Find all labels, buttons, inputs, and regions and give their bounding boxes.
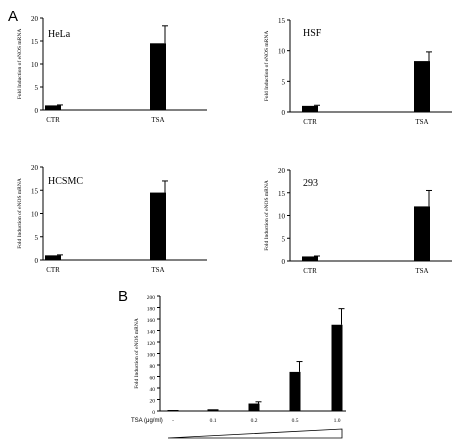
- chart-title: HCSMC: [48, 176, 83, 187]
- chart-1: 0 5 10 15 20 Fold Induction of eNOS mRNA CTR TS…: [16, 15, 207, 124]
- bar-0.1: [207, 409, 219, 411]
- y-tick-label: 10: [278, 48, 286, 56]
- bar-CTR: [302, 256, 318, 261]
- panel-a-letter: A: [8, 8, 18, 25]
- y-axis-label: Fold Induction of eNOS mRNA: [263, 180, 270, 251]
- category-label: CTR: [303, 118, 317, 126]
- bar-CTR: [45, 255, 61, 260]
- y-axis-label: Fold Induction of eNOS mRNA: [133, 318, 140, 389]
- bar-0.2: [248, 403, 260, 411]
- y-tick-label: 0: [282, 258, 286, 266]
- y-tick-label: 15: [31, 38, 39, 46]
- chart-title: HSF: [303, 28, 322, 39]
- chart-title: 293: [303, 178, 318, 189]
- x-axis-label: TSA (μg/ml): [131, 418, 163, 424]
- charts-layer: 0 5 10 15 20 Fold Induction of eNOS mRNA CTR TS…: [16, 15, 452, 439]
- category-label: CTR: [303, 267, 317, 275]
- y-tick-label: 15: [31, 187, 39, 195]
- y-tick-label: 5: [35, 234, 39, 242]
- y-tick-label: 5: [282, 78, 286, 86]
- y-tick-label: 100: [147, 353, 156, 359]
- y-tick-label: 120: [147, 341, 156, 347]
- y-tick-label: 0: [35, 107, 39, 115]
- bar-TSA: [150, 43, 166, 110]
- y-tick-label: 20: [150, 399, 156, 405]
- category-label: TSA: [415, 267, 428, 275]
- y-tick-label: 15: [278, 17, 286, 25]
- chart-title: HeLa: [48, 29, 71, 40]
- bar-TSA: [414, 61, 430, 112]
- y-axis-label: Fold Induction of eNOS mRNA: [16, 29, 23, 100]
- y-tick-label: 60: [150, 376, 156, 382]
- category-label: 1.0: [334, 418, 341, 424]
- chart-5: 0 20 40 60 80 100 120 140 160 180 200 Fold Inductio…: [131, 295, 346, 439]
- category-label: TSA: [151, 116, 164, 124]
- bar-TSA: [414, 206, 430, 261]
- y-tick-label: 20: [31, 164, 39, 172]
- y-tick-label: 20: [31, 15, 39, 23]
- chart-4: 0 5 10 15 20 Fold Induction of eNOS mRNA CTR TS…: [263, 167, 452, 275]
- category-label: 0.5: [292, 418, 299, 424]
- y-tick-label: 200: [147, 295, 156, 301]
- category-label: TSA: [151, 266, 164, 274]
- panel-b-letter: B: [118, 288, 128, 305]
- y-tick-label: 5: [282, 235, 286, 243]
- y-tick-label: 5: [35, 84, 39, 92]
- y-axis-label: Fold Induction of eNOS mRNA: [263, 31, 270, 102]
- category-label: TSA: [415, 118, 428, 126]
- category-label: CTR: [46, 266, 60, 274]
- bar-CTR: [45, 105, 61, 110]
- y-tick-label: 15: [278, 190, 286, 198]
- y-tick-label: 0: [152, 410, 155, 416]
- bar-1.0: [331, 324, 343, 411]
- category-label: 0.2: [251, 418, 258, 424]
- y-tick-label: 180: [147, 307, 156, 313]
- y-tick-label: 140: [147, 330, 156, 336]
- y-tick-label: 10: [278, 213, 286, 221]
- category-label: -: [172, 418, 174, 424]
- category-label: 0.1: [210, 418, 217, 424]
- y-tick-label: 80: [150, 364, 156, 370]
- y-tick-label: 0: [35, 257, 39, 265]
- y-tick-label: 10: [31, 211, 39, 219]
- category-label: CTR: [46, 116, 60, 124]
- y-tick-label: 20: [278, 167, 286, 175]
- concentration-wedge: [167, 428, 343, 439]
- y-tick-label: 0: [282, 109, 286, 117]
- bar-CTR: [302, 105, 318, 112]
- bar-0.5: [289, 371, 301, 411]
- y-tick-label: 10: [31, 61, 39, 69]
- bar-TSA: [150, 192, 166, 260]
- y-axis-label: Fold Induction of eNOS mRNA: [16, 178, 23, 249]
- chart-2: 0 5 10 15 Fold Induction of eNOS mRNA CTR TSA H…: [263, 17, 452, 126]
- y-tick-label: 40: [150, 387, 156, 393]
- bar--: [167, 410, 179, 411]
- chart-3: 0 5 10 15 20 Fold Induction of eNOS mRNA CTR TS…: [16, 164, 207, 274]
- y-tick-label: 160: [147, 318, 156, 324]
